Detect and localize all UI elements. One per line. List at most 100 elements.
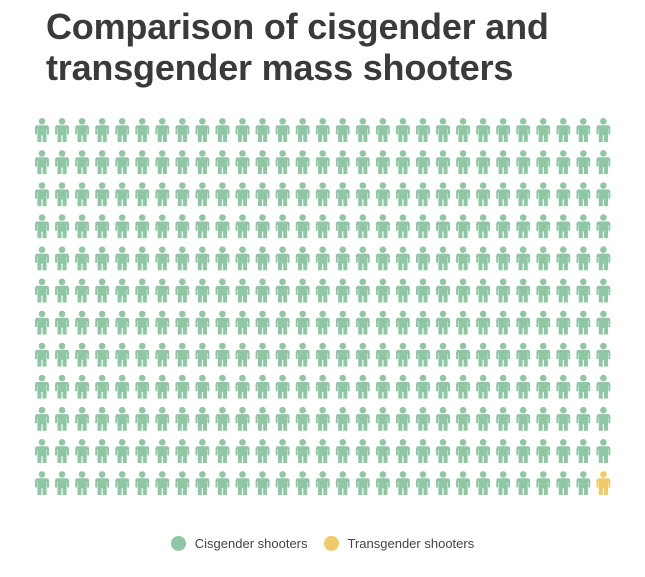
cisgender-person-icon (215, 439, 230, 463)
cisgender-person-icon (315, 439, 330, 463)
cisgender-person-icon (456, 214, 471, 239)
cisgender-person-icon (75, 439, 90, 463)
cisgender-person-icon (215, 374, 230, 399)
cisgender-person-icon (35, 374, 49, 399)
cisgender-person-icon (75, 214, 90, 239)
cisgender-person-icon (375, 246, 390, 271)
cisgender-person-icon (516, 118, 531, 142)
cisgender-person-icon (95, 278, 110, 303)
cisgender-person-icon (215, 214, 230, 239)
cisgender-person-icon (55, 439, 70, 463)
cisgender-person-icon (556, 374, 571, 399)
cisgender-person-icon (596, 246, 611, 271)
cisgender-person-icon (275, 439, 290, 463)
cisgender-person-icon (135, 246, 150, 271)
cisgender-person-icon (95, 310, 110, 335)
cisgender-person-icon (355, 406, 370, 431)
cisgender-person-icon (215, 342, 230, 367)
cisgender-person-icon (35, 342, 49, 367)
cisgender-person-icon (215, 310, 230, 335)
cisgender-person-icon (215, 118, 230, 142)
cisgender-person-icon (335, 439, 350, 463)
cisgender-person-icon (255, 342, 270, 367)
cisgender-person-icon (135, 278, 150, 303)
cisgender-person-icon (75, 406, 90, 431)
cisgender-person-icon (375, 118, 390, 142)
cisgender-person-icon (596, 374, 611, 399)
cisgender-person-icon (516, 278, 531, 303)
cisgender-person-icon (255, 214, 270, 239)
cisgender-person-icon (155, 246, 170, 271)
cisgender-person-icon (135, 182, 150, 207)
cisgender-person-icon (75, 246, 90, 271)
cisgender-person-icon (556, 439, 571, 463)
cisgender-person-icon (175, 471, 190, 496)
cisgender-person-icon (155, 150, 170, 175)
cisgender-person-icon (395, 439, 410, 463)
cisgender-person-icon (596, 310, 611, 335)
cisgender-person-icon (375, 150, 390, 175)
cisgender-person-icon (55, 246, 70, 271)
chart-title: Comparison of cisgender and transgender … (46, 6, 549, 88)
cisgender-person-icon (235, 150, 250, 175)
cisgender-person-icon (395, 310, 410, 335)
cisgender-person-icon (516, 310, 531, 335)
cisgender-person-icon (235, 310, 250, 335)
cisgender-person-icon (155, 439, 170, 463)
cisgender-person-icon (335, 374, 350, 399)
cisgender-person-icon (415, 150, 430, 175)
cisgender-person-icon (235, 342, 250, 367)
cisgender-person-icon (175, 150, 190, 175)
cisgender-person-icon (335, 471, 350, 496)
cisgender-person-icon (476, 310, 491, 335)
cisgender-person-icon (375, 471, 390, 496)
cisgender-person-icon (155, 310, 170, 335)
cisgender-person-icon (415, 214, 430, 239)
cisgender-person-icon (175, 246, 190, 271)
cisgender-person-icon (335, 278, 350, 303)
cisgender-person-icon (95, 246, 110, 271)
cisgender-person-icon (195, 182, 210, 207)
cisgender-person-icon (375, 214, 390, 239)
cisgender-person-icon (536, 278, 551, 303)
cisgender-person-icon (55, 471, 70, 496)
cisgender-person-icon (556, 214, 571, 239)
cisgender-person-icon (476, 214, 491, 239)
cisgender-person-icon (155, 406, 170, 431)
cisgender-person-icon (335, 182, 350, 207)
cisgender-person-icon (255, 471, 270, 496)
cisgender-person-icon (135, 471, 150, 496)
cisgender-person-icon (436, 214, 450, 239)
cisgender-person-icon (516, 406, 531, 431)
cisgender-person-icon (516, 439, 531, 463)
cisgender-person-icon (295, 342, 310, 367)
cisgender-person-icon (95, 406, 110, 431)
legend-swatch-transgender (323, 536, 339, 551)
cisgender-person-icon (556, 246, 571, 271)
cisgender-person-icon (315, 406, 330, 431)
cisgender-person-icon (355, 310, 370, 335)
cisgender-person-icon (95, 150, 110, 175)
cisgender-person-icon (295, 374, 310, 399)
cisgender-person-icon (35, 310, 49, 335)
cisgender-person-icon (395, 246, 410, 271)
cisgender-person-icon (596, 439, 611, 463)
cisgender-person-icon (456, 150, 471, 175)
cisgender-person-icon (155, 214, 170, 239)
cisgender-person-icon (556, 342, 571, 367)
cisgender-person-icon (235, 471, 250, 496)
cisgender-person-icon (496, 182, 511, 207)
cisgender-person-icon (335, 406, 350, 431)
cisgender-person-icon (115, 214, 130, 239)
cisgender-person-icon (95, 214, 110, 239)
cisgender-person-icon (275, 342, 290, 367)
cisgender-person-icon (375, 374, 390, 399)
cisgender-person-icon (35, 471, 49, 496)
cisgender-person-icon (375, 406, 390, 431)
cisgender-person-icon (175, 214, 190, 239)
legend-label-transgender: Transgender shooters (347, 536, 475, 551)
cisgender-person-icon (596, 182, 611, 207)
cisgender-person-icon (135, 310, 150, 335)
cisgender-person-icon (75, 182, 90, 207)
cisgender-person-icon (295, 182, 310, 207)
